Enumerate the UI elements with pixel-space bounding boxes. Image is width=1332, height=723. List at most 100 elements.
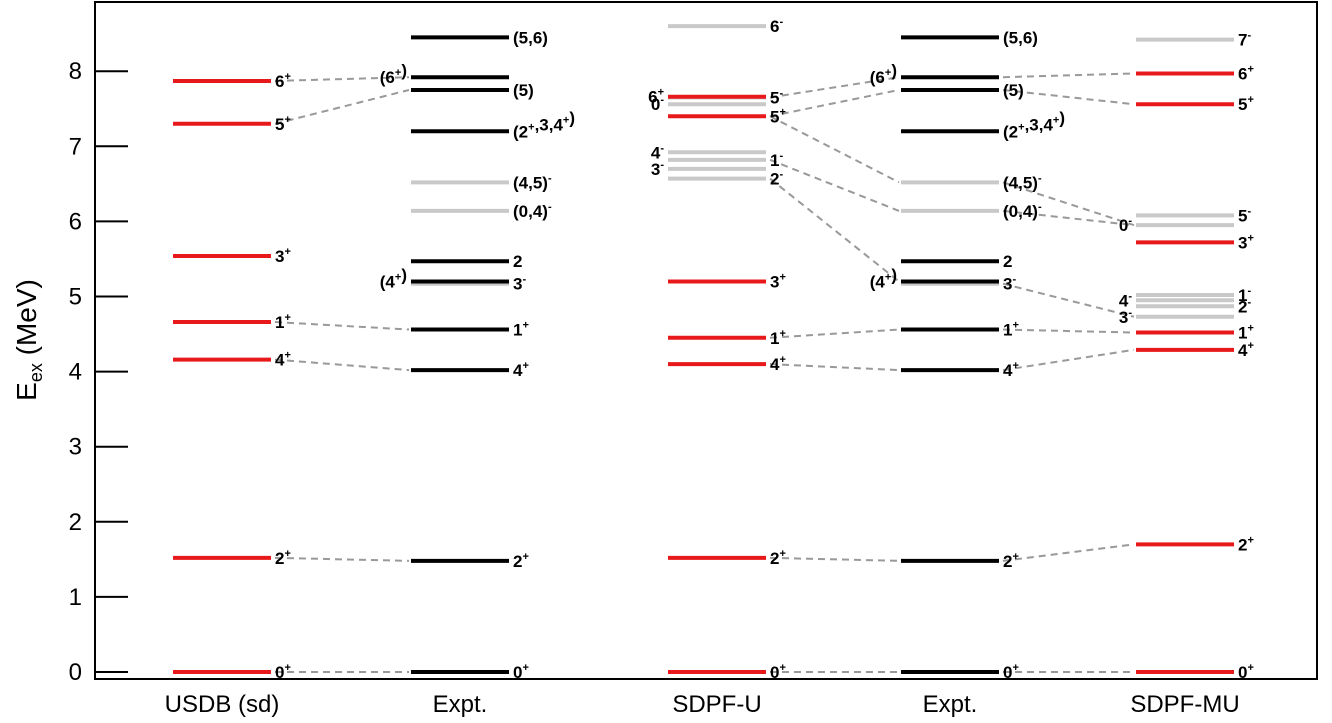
level-label: (4,5)- bbox=[1003, 172, 1042, 192]
level-label: (4+) bbox=[380, 265, 407, 291]
connector-line bbox=[1002, 348, 1135, 372]
level-label: (0,4)- bbox=[1003, 201, 1042, 221]
level-label: 1+ bbox=[513, 320, 529, 340]
y-axis-title-sub: ex bbox=[26, 363, 46, 382]
level-label: 5+ bbox=[1238, 94, 1254, 114]
levels: 0+2+4+1+3+5+6+0+2+4+1+3-(4+)2(0,4)-(4,5)… bbox=[173, 16, 1254, 682]
y-axis-title: Eex (MeV) bbox=[11, 279, 46, 401]
level-label: 2+ bbox=[275, 548, 291, 568]
level-label: 0+ bbox=[513, 662, 529, 682]
column-label: Expt. bbox=[433, 691, 488, 718]
level-label: 2+ bbox=[1238, 534, 1254, 554]
level-label: 6+ bbox=[648, 87, 664, 107]
connector-line bbox=[274, 556, 410, 562]
level-label: 3- bbox=[1119, 307, 1132, 327]
level-label: (5) bbox=[513, 81, 534, 100]
level-label: (5,6) bbox=[513, 28, 548, 47]
connector-line bbox=[1002, 328, 1135, 334]
connector-line bbox=[1002, 543, 1135, 562]
connectors bbox=[274, 72, 1135, 673]
connector-line bbox=[274, 321, 410, 331]
connector-line bbox=[769, 556, 900, 562]
connector-line bbox=[1002, 181, 1135, 227]
connector-line bbox=[1002, 72, 1135, 79]
y-tick-label: 4 bbox=[69, 359, 82, 386]
level-label: 4+ bbox=[1238, 340, 1254, 360]
column-label: SDPF-U bbox=[672, 691, 761, 718]
level-label: 3+ bbox=[770, 271, 786, 291]
level-label: 4+ bbox=[770, 354, 786, 374]
level-label: 2+ bbox=[1003, 551, 1019, 571]
level-label: (2+,3,4+) bbox=[1003, 108, 1065, 141]
level-label: 3- bbox=[513, 274, 526, 294]
level-label: 5+ bbox=[770, 106, 786, 126]
level-label: 1- bbox=[1238, 285, 1251, 305]
level-label: 0+ bbox=[770, 662, 786, 682]
y-tick-label: 6 bbox=[69, 208, 82, 235]
level-label: 2+ bbox=[513, 551, 529, 571]
connector-line bbox=[274, 89, 410, 125]
level-label: 4- bbox=[651, 142, 664, 162]
column-label: Expt. bbox=[923, 691, 978, 718]
connector-line bbox=[769, 115, 900, 184]
column-label: USDB (sd) bbox=[165, 691, 280, 718]
y-tick-label: 1 bbox=[69, 584, 82, 611]
y-tick-label: 8 bbox=[69, 58, 82, 85]
column-label: SDPF-MU bbox=[1130, 691, 1239, 718]
level-label: 2- bbox=[1238, 296, 1251, 316]
level-label: 1+ bbox=[275, 312, 291, 332]
level-label: 7- bbox=[1238, 30, 1251, 50]
level-label: 3+ bbox=[1238, 232, 1254, 252]
level-label: 6+ bbox=[275, 71, 291, 91]
level-label: (5) bbox=[1003, 81, 1024, 100]
level-label: 1+ bbox=[770, 328, 786, 348]
level-label: 1+ bbox=[1238, 323, 1254, 343]
level-label: 3- bbox=[1003, 274, 1016, 294]
y-tick-label: 7 bbox=[69, 133, 82, 160]
level-label: 2- bbox=[770, 169, 783, 189]
level-label: 2 bbox=[1003, 252, 1012, 271]
y-tick-label: 0 bbox=[69, 659, 82, 686]
connector-line bbox=[769, 328, 900, 339]
y-axis-title-unit: (MeV) bbox=[11, 279, 42, 363]
connector-line bbox=[1002, 209, 1135, 227]
y-tick-label: 2 bbox=[69, 509, 82, 536]
level-label: 2 bbox=[513, 252, 522, 271]
y-ticks: 0 1 2 3 4 5 6 7 8 bbox=[69, 58, 128, 686]
level-label: 4+ bbox=[513, 360, 529, 380]
level-label: 1+ bbox=[1003, 320, 1019, 340]
level-label: (6+) bbox=[380, 61, 407, 87]
connector-line bbox=[274, 76, 410, 82]
level-label: 3- bbox=[651, 159, 664, 179]
level-label: (4,5)- bbox=[513, 172, 552, 192]
level-label: 3+ bbox=[275, 246, 291, 266]
level-label: 0- bbox=[1119, 215, 1132, 235]
column-labels: USDB (sd) Expt. SDPF-U Expt. SDPF-MU bbox=[165, 691, 1240, 718]
level-label: (5,6) bbox=[1003, 28, 1038, 47]
connector-line bbox=[769, 363, 900, 372]
level-label: (4+) bbox=[870, 265, 897, 291]
level-label: 1- bbox=[770, 150, 783, 170]
level-label: (6+) bbox=[870, 61, 897, 87]
level-label: (2+,3,4+) bbox=[513, 108, 575, 141]
level-label: 0+ bbox=[1238, 662, 1254, 682]
level-label: 4- bbox=[1119, 290, 1132, 310]
level-label: 6+ bbox=[1238, 63, 1254, 83]
connector-line bbox=[769, 158, 900, 212]
connector-line bbox=[1002, 282, 1135, 318]
level-label: (0,4)- bbox=[513, 201, 552, 221]
level-label: 5- bbox=[770, 87, 783, 107]
connector-line bbox=[769, 177, 900, 283]
level-label: 4+ bbox=[1003, 360, 1019, 380]
connector-line bbox=[769, 76, 900, 99]
level-label: 6- bbox=[770, 16, 783, 36]
level-label: 5+ bbox=[275, 114, 291, 134]
level-label: 4+ bbox=[275, 350, 291, 370]
y-tick-label: 3 bbox=[69, 434, 82, 461]
level-label: 0+ bbox=[275, 662, 291, 682]
level-label: 2+ bbox=[770, 548, 786, 568]
connector-line bbox=[769, 88, 900, 118]
level-label: 0+ bbox=[1003, 662, 1019, 682]
y-axis-title-main: E bbox=[11, 382, 42, 401]
